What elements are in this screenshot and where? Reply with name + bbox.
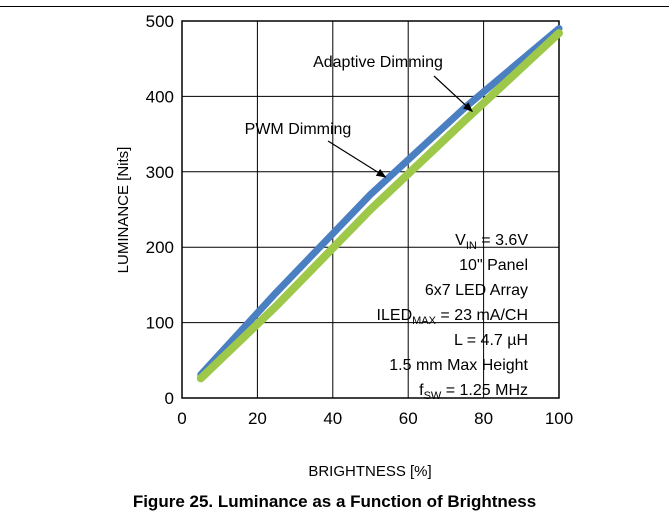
condition-line-3: ILEDMAX = 23 mA/CH (377, 307, 528, 327)
plot-frame (181, 20, 560, 399)
y-tick-label-0: 0 (165, 389, 174, 408)
top-rule (0, 6, 669, 7)
series-line-1 (196, 29, 563, 383)
condition-line-2: 6x7 LED Array (425, 282, 528, 299)
condition-line-5: 1.5 mm Max Height (389, 357, 528, 374)
annotation-arrow-1 (327, 140, 387, 178)
y-tick-label-1: 100 (146, 314, 174, 333)
conditions-box: VIN = 3.6V 10" Panel 6x7 LED Array ILEDMAX … (377, 232, 529, 402)
figure-caption: Figure 25. Luminance as a Function of Br… (132, 492, 537, 511)
y-axis-label: LUMINANCE [Nits] (115, 147, 132, 274)
y-tick-label-4: 400 (146, 87, 174, 106)
x-tick-label-4: 80 (474, 409, 493, 428)
condition-line-4: L = 4.7 µH (454, 332, 528, 349)
condition-line-6: fSW = 1.25 MHz (419, 382, 528, 402)
annotation-label-1: PWM Dimming (245, 121, 352, 138)
series-group (196, 25, 563, 383)
condition-line-1: 10" Panel (459, 257, 528, 274)
annotation-arrow-0 (433, 75, 474, 113)
tick-labels: 0 20 40 60 80 100 0 100 200 300 400 500 (146, 12, 574, 428)
condition-line-0: VIN = 3.6V (455, 232, 528, 252)
series-line-0 (197, 25, 563, 379)
x-tick-label-0: 0 (177, 409, 186, 428)
y-tick-label-2: 200 (146, 238, 174, 257)
x-tick-label-1: 20 (248, 409, 267, 428)
x-tick-label-2: 40 (323, 409, 342, 428)
annotation-label-0: Adaptive Dimming (313, 54, 443, 71)
y-tick-label-5: 500 (146, 12, 174, 31)
x-tick-label-5: 100 (545, 409, 573, 428)
x-axis-label: BRIGHTNESS [%] (308, 463, 431, 480)
annotations: Adaptive Dimming PWM Dimming (245, 54, 474, 178)
y-tick-label-3: 300 (146, 163, 174, 182)
x-tick-label-3: 60 (399, 409, 418, 428)
